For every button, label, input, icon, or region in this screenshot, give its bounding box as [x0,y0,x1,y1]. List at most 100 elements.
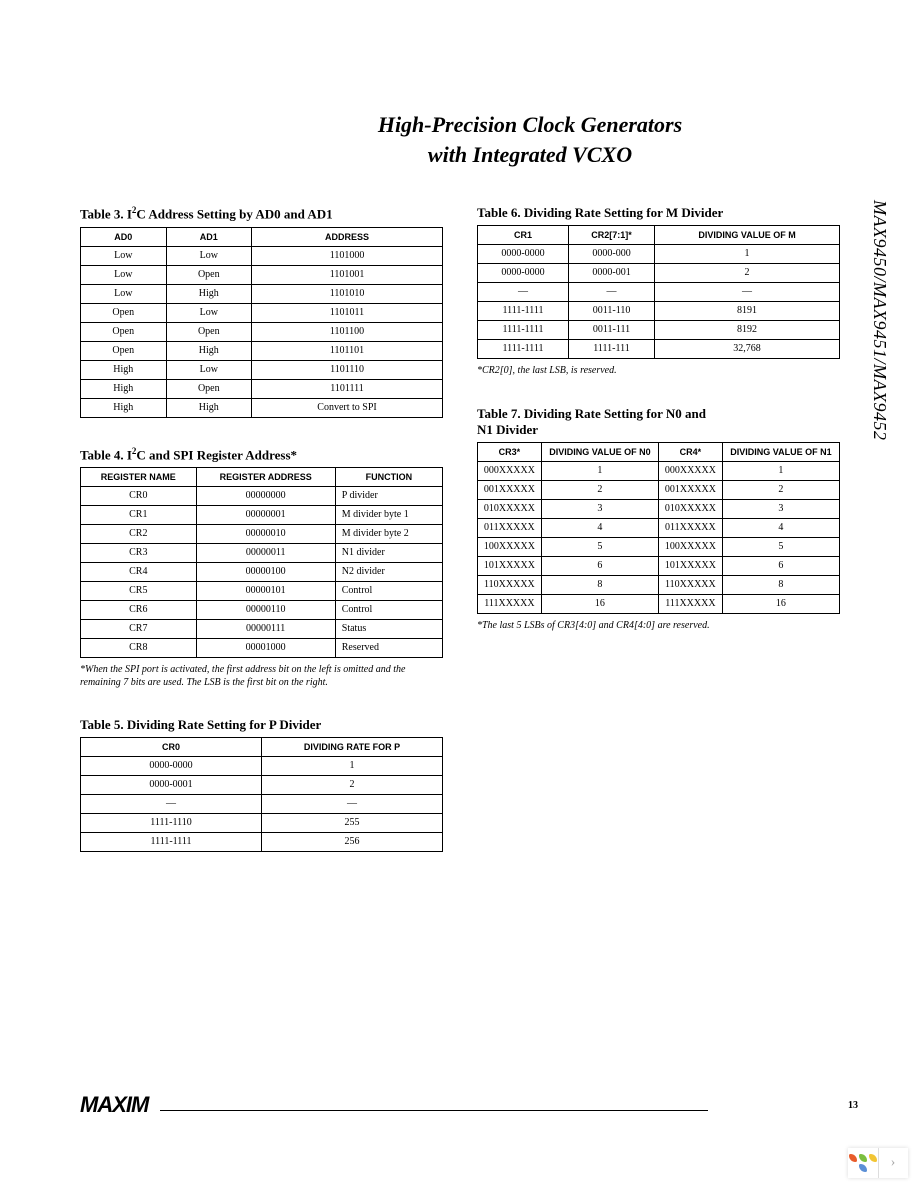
table-cell: Status [335,620,442,639]
table-cell: 00000010 [196,525,335,544]
table-cell: Control [335,601,442,620]
table-cell: 1 [262,757,443,776]
table-cell: 100XXXXX [658,537,722,556]
maxim-logo: MAXIM [80,1092,148,1118]
chevron-right-icon[interactable]: › [878,1148,907,1178]
table-cell: 1111-1110 [81,814,262,833]
table-cell: Low [81,284,167,303]
table-cell: 1101111 [252,379,443,398]
table-cell: Open [166,379,252,398]
table7-h0: CR3* [478,442,542,461]
table-row: CR600000110Control [81,601,443,620]
table-cell: 0000-0000 [478,245,569,264]
part-number-side-label: MAX9450/MAX9451/MAX9452 [869,200,890,440]
table-cell: Low [166,246,252,265]
table-row: 110XXXXX8110XXXXX8 [478,575,840,594]
table-cell: P divider [335,487,442,506]
table-row: HighHighConvert to SPI [81,398,443,417]
table7-h1: DIVIDING VALUE OF N0 [541,442,658,461]
table6: CR1 CR2[7:1]* DIVIDING VALUE OF M 0000-0… [477,225,840,359]
table-cell: 1101011 [252,303,443,322]
table6-caption: Table 6. Dividing Rate Setting for M Div… [477,205,840,221]
footer-rule [160,1110,708,1111]
table-cell: 110XXXXX [658,575,722,594]
table-cell: 00001000 [196,639,335,658]
table-row: LowLow1101000 [81,246,443,265]
table6-h1: CR2[7:1]* [569,226,655,245]
table-cell: 101XXXXX [658,556,722,575]
table-cell: 110XXXXX [478,575,542,594]
table-cell: 16 [541,594,658,613]
table-cell: 0011-110 [569,302,655,321]
table-row: 0000-00012 [81,776,443,795]
table-cell: 1101010 [252,284,443,303]
table-cell: 1101000 [252,246,443,265]
table-cell: 001XXXXX [478,480,542,499]
table-cell: High [81,360,167,379]
table-cell: 011XXXXX [478,518,542,537]
table-cell: 5 [722,537,839,556]
table4-h1: REGISTER ADDRESS [196,468,335,487]
table-row: CR100000001M divider byte 1 [81,506,443,525]
table-cell: 00000000 [196,487,335,506]
table-cell: — [478,283,569,302]
table-row: 101XXXXX6101XXXXX6 [478,556,840,575]
table-cell: 101XXXXX [478,556,542,575]
table-row: 111XXXXX16111XXXXX16 [478,594,840,613]
page-nav-widget[interactable]: › [848,1148,908,1178]
table-cell: 1111-111 [569,340,655,359]
table-cell: 1 [541,461,658,480]
table-cell: Open [166,265,252,284]
table-cell: High [166,341,252,360]
table-row: CR200000010M divider byte 2 [81,525,443,544]
table3-h0: AD0 [81,227,167,246]
table5-h1: DIVIDING RATE FOR P [262,738,443,757]
table-cell: 255 [262,814,443,833]
table-cell: 00000101 [196,582,335,601]
table-cell: Low [166,360,252,379]
table-row: 1111-11111111-11132,768 [478,340,840,359]
table3-h2: ADDRESS [252,227,443,246]
table-cell: 010XXXXX [478,499,542,518]
table-cell: 1111-1111 [478,340,569,359]
table-cell: 1111-1111 [81,833,262,852]
table6-footnote: *CR2[0], the last LSB, is reserved. [477,365,840,378]
right-column: Table 6. Dividing Rate Setting for M Div… [477,199,840,852]
table-cell: 1101110 [252,360,443,379]
page-number: 13 [848,1100,858,1111]
table-cell: Open [81,322,167,341]
table-cell: 1101101 [252,341,443,360]
table-row: 000XXXXX1000XXXXX1 [478,461,840,480]
table-cell: 010XXXXX [658,499,722,518]
table-cell: 111XXXXX [478,594,542,613]
table-cell: 0000-0000 [81,757,262,776]
table-cell: — [655,283,840,302]
table-row: 100XXXXX5100XXXXX5 [478,537,840,556]
table-cell: Open [81,303,167,322]
table-cell: 2 [541,480,658,499]
table-cell: 00000011 [196,544,335,563]
table-cell: 3 [541,499,658,518]
table-cell: CR6 [81,601,197,620]
table-row: OpenLow1101011 [81,303,443,322]
table-cell: 1 [722,461,839,480]
table-row: 0000-00001 [81,757,443,776]
table-cell: 000XXXXX [658,461,722,480]
nav-flower-icon[interactable] [848,1148,878,1178]
table-cell: Low [81,246,167,265]
table5: CR0 DIVIDING RATE FOR P 0000-000010000-0… [80,737,443,852]
table-row: HighOpen1101111 [81,379,443,398]
table-cell: 2 [262,776,443,795]
table-row: HighLow1101110 [81,360,443,379]
table-row: 0000-00000000-0001 [478,245,840,264]
table-cell: 3 [722,499,839,518]
table7-h2: CR4* [658,442,722,461]
table-cell: 00000001 [196,506,335,525]
table-cell: N1 divider [335,544,442,563]
table-cell: 8191 [655,302,840,321]
table-row: 0000-00000000-0012 [478,264,840,283]
table-cell: High [81,398,167,417]
table4-footnote: *When the SPI port is activated, the fir… [80,664,443,689]
table-row: OpenHigh1101101 [81,341,443,360]
table-row: 1111-11110011-1108191 [478,302,840,321]
